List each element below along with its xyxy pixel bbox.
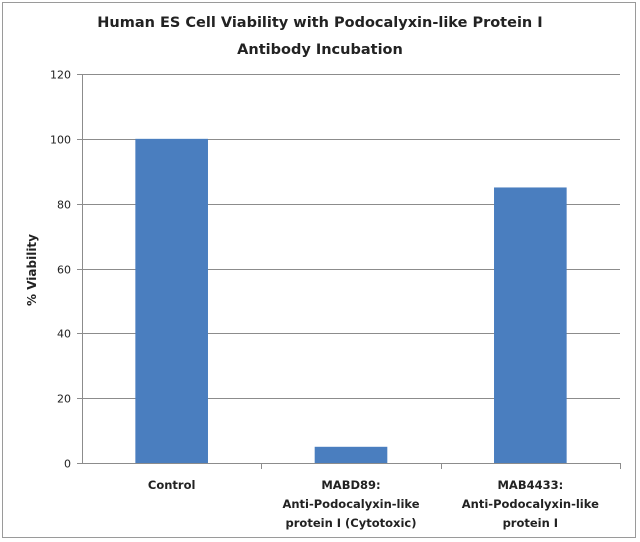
chart-title-line-2: Antibody Incubation	[237, 42, 403, 58]
chart-title-line-1: Human ES Cell Viability with Podocalyxin…	[97, 15, 543, 31]
y-tick-labels: 0 20 40 60 80 100 120	[50, 69, 71, 471]
category-label: Control	[148, 478, 196, 492]
y-tick-label: 120	[50, 69, 71, 82]
axes	[77, 74, 621, 469]
bar	[494, 187, 567, 464]
y-tick-label: 60	[57, 264, 71, 277]
category-label-line: protein I	[503, 516, 559, 530]
category-labels: Control MABD89: Anti-Podocalyxin-like prote…	[148, 478, 599, 530]
bar	[314, 446, 388, 463]
category-label-line: protein I (Cytotoxic)	[286, 516, 417, 530]
category-label: MABD89: Anti-Podocalyxin-like protein I (C…	[282, 478, 419, 530]
chart-title: Human ES Cell Viability with Podocalyxin…	[20, 10, 620, 64]
y-tick-label: 100	[50, 134, 71, 147]
bars	[135, 138, 567, 464]
y-tick-label: 40	[57, 328, 71, 341]
category-label-line: MAB4433:	[497, 478, 563, 492]
category-label-line: Anti-Podocalyxin-like	[282, 497, 419, 511]
y-tick-label: 0	[64, 458, 71, 471]
y-tick-label: 20	[57, 393, 71, 406]
category-label-line: MABD89:	[321, 478, 380, 492]
bar	[135, 138, 208, 464]
category-label-line: Anti-Podocalyxin-like	[462, 497, 599, 511]
y-axis-label: % Viability	[25, 234, 39, 306]
category-label: MAB4433: Anti-Podocalyxin-like protein I	[462, 478, 599, 530]
category-label-line: Control	[148, 478, 196, 492]
y-tick-label: 80	[57, 199, 71, 212]
